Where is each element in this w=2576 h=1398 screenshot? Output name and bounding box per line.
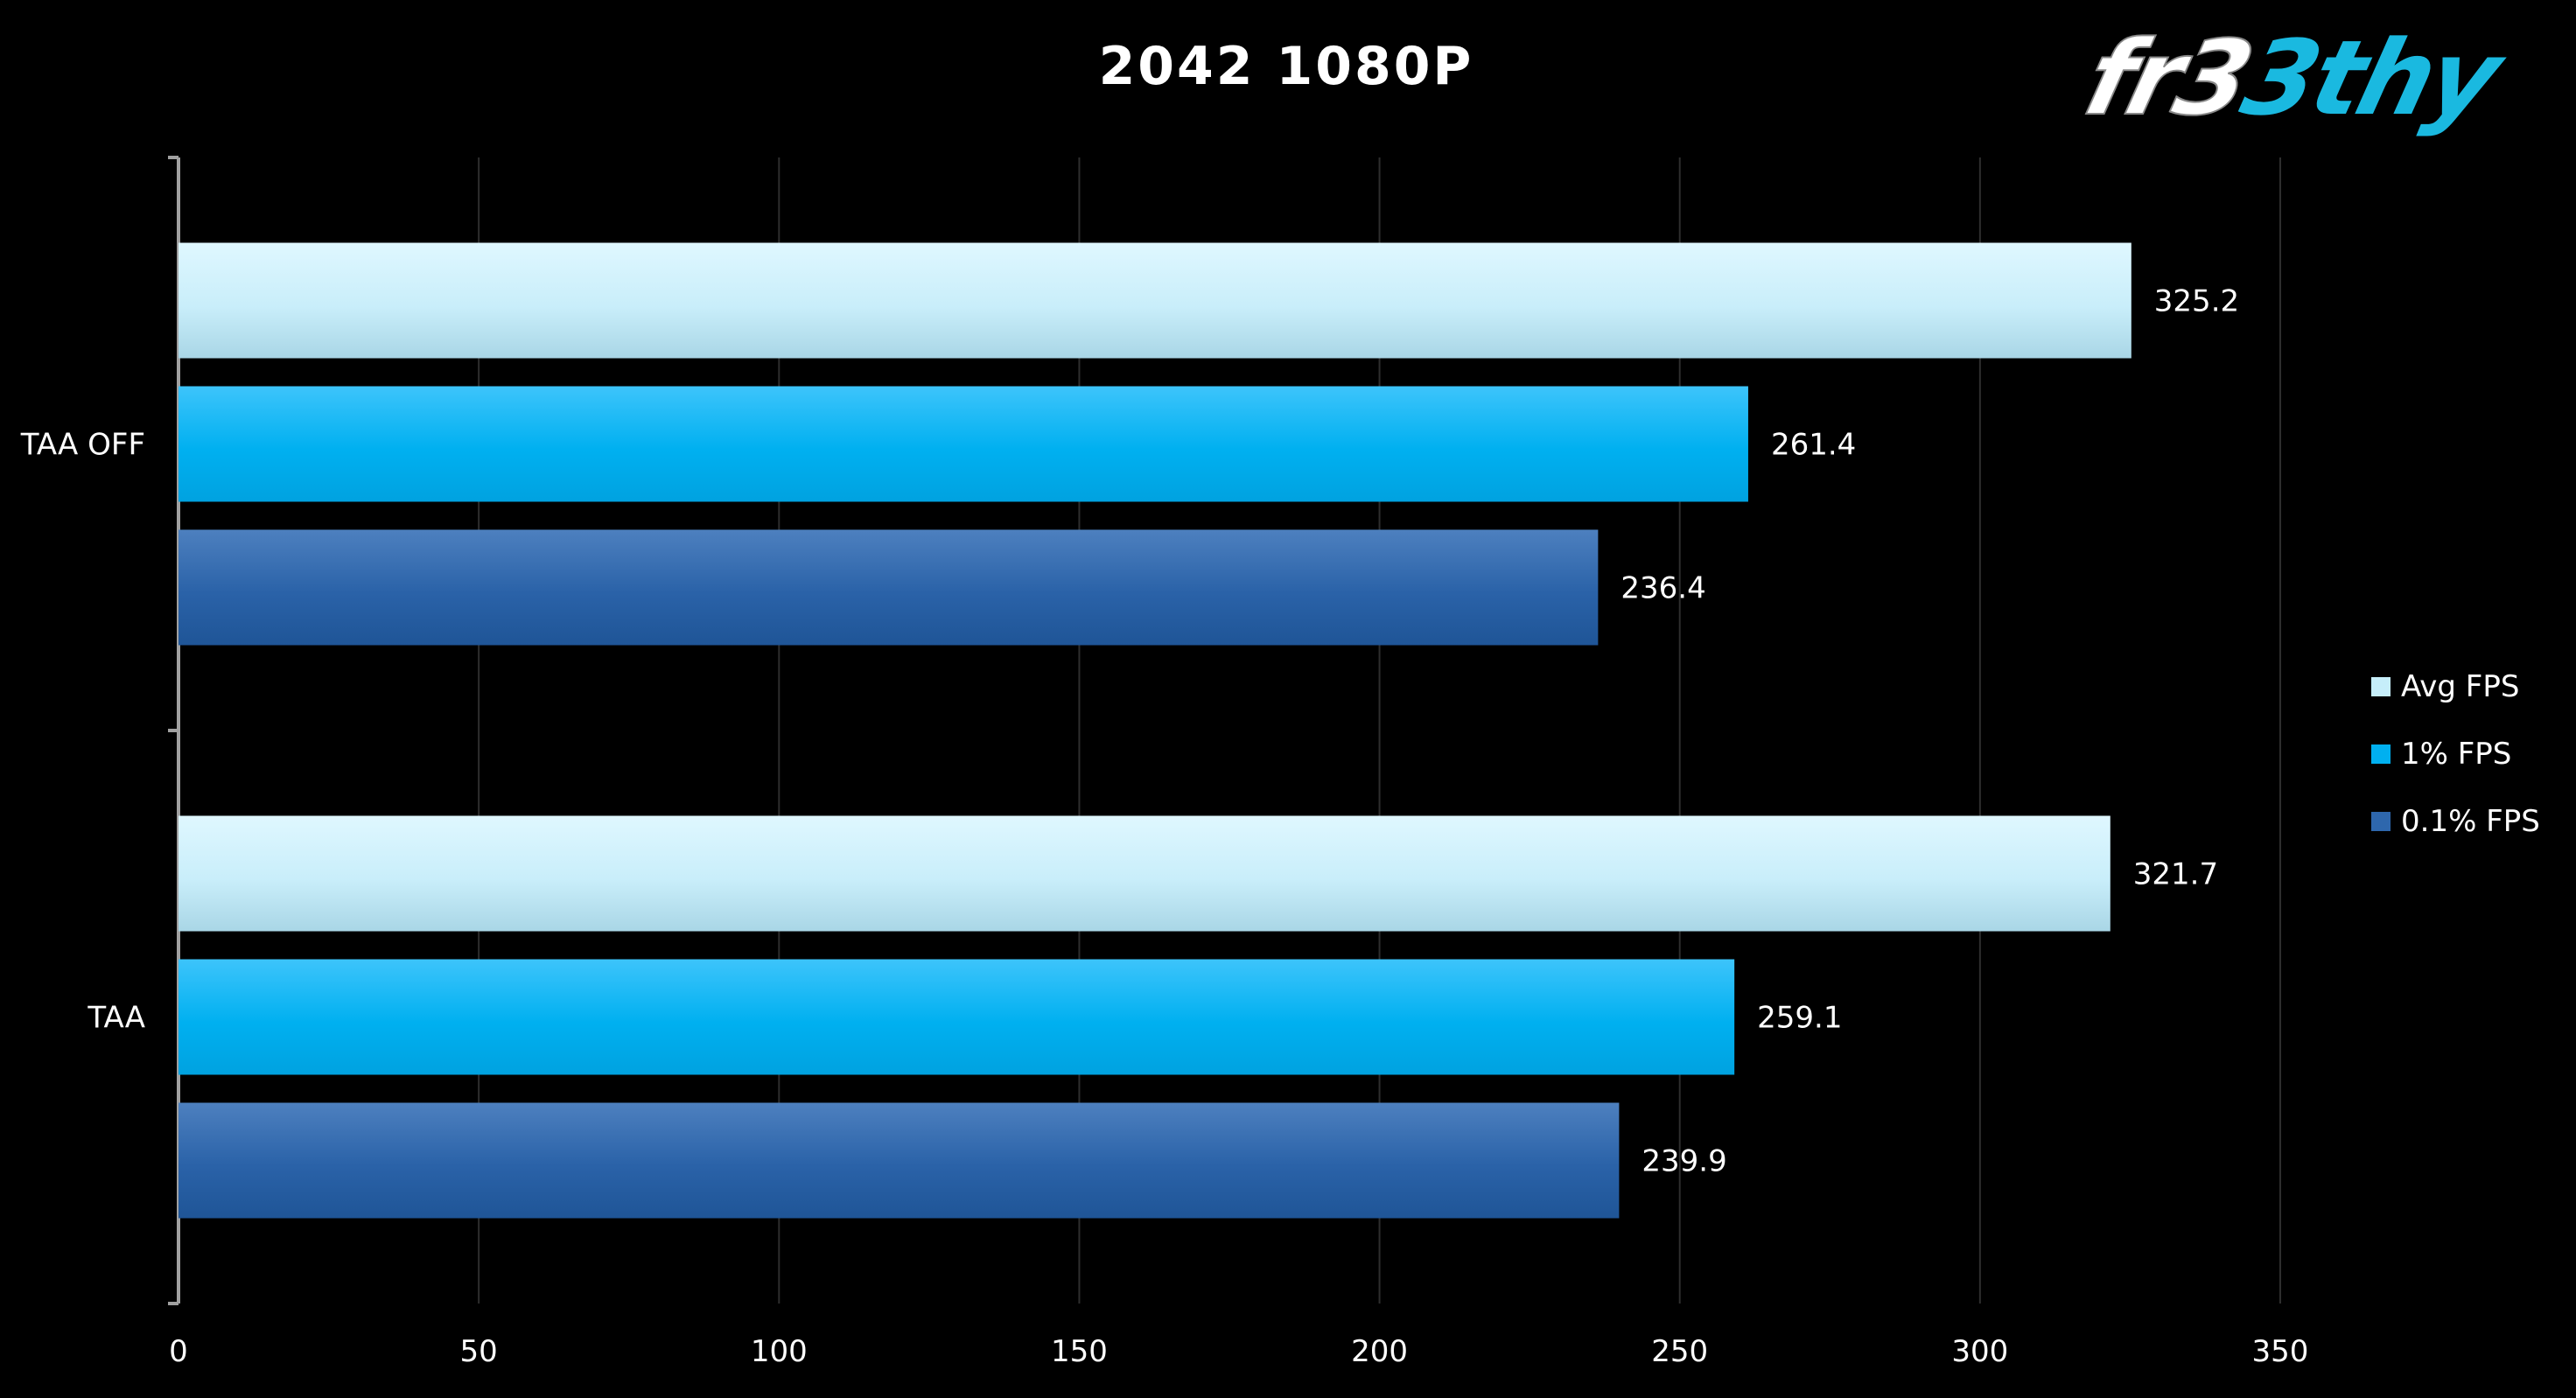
bar-value-label: 325.2 <box>2154 284 2239 319</box>
chart-title: 2042 1080P <box>1099 36 1474 97</box>
x-tick-label: 250 <box>1651 1334 1708 1369</box>
data-labels: 325.2 261.4 236.4 321.7 259.1 239.9 <box>1620 284 2239 1179</box>
brand-logo: fr33thy <box>2073 18 2516 140</box>
x-tick-label: 100 <box>751 1334 808 1369</box>
x-tick-label: 300 <box>1951 1334 2008 1369</box>
bars <box>178 242 2132 1219</box>
bar-value-label: 236.4 <box>1620 571 1705 606</box>
legend-label: 1% FPS <box>2401 737 2511 772</box>
x-tick-label: 50 <box>460 1334 498 1369</box>
legend-swatch <box>2371 744 2390 764</box>
legend-swatch <box>2371 812 2390 831</box>
bar <box>178 815 2110 932</box>
legend: Avg FPS 1% FPS 0.1% FPS <box>2371 669 2540 839</box>
legend-swatch <box>2371 677 2390 696</box>
legend-label: Avg FPS <box>2401 669 2519 704</box>
category-label: TAA OFF <box>20 428 145 463</box>
bar <box>178 959 1735 1075</box>
bar <box>178 1102 1620 1219</box>
x-tick-label: 200 <box>1351 1334 1408 1369</box>
logo-text-part1: fr3 <box>2074 19 2261 139</box>
svg-text:fr33thy: fr33thy <box>2074 19 2516 139</box>
x-tick-label: 350 <box>2252 1334 2309 1369</box>
legend-label: 0.1% FPS <box>2401 804 2540 839</box>
bar-value-label: 259.1 <box>1757 1001 1842 1036</box>
bar <box>178 386 1748 502</box>
bar <box>178 529 1599 646</box>
x-tick-label: 0 <box>169 1334 188 1369</box>
bar <box>178 242 2132 359</box>
bar-value-label: 261.4 <box>1771 428 1856 463</box>
bar-value-label: 239.9 <box>1642 1144 1726 1179</box>
bar-value-label: 321.7 <box>2133 857 2218 892</box>
logo-text-part2: 3thy <box>2231 19 2516 139</box>
category-label: TAA <box>87 1001 145 1036</box>
x-tick-label: 150 <box>1051 1334 1108 1369</box>
